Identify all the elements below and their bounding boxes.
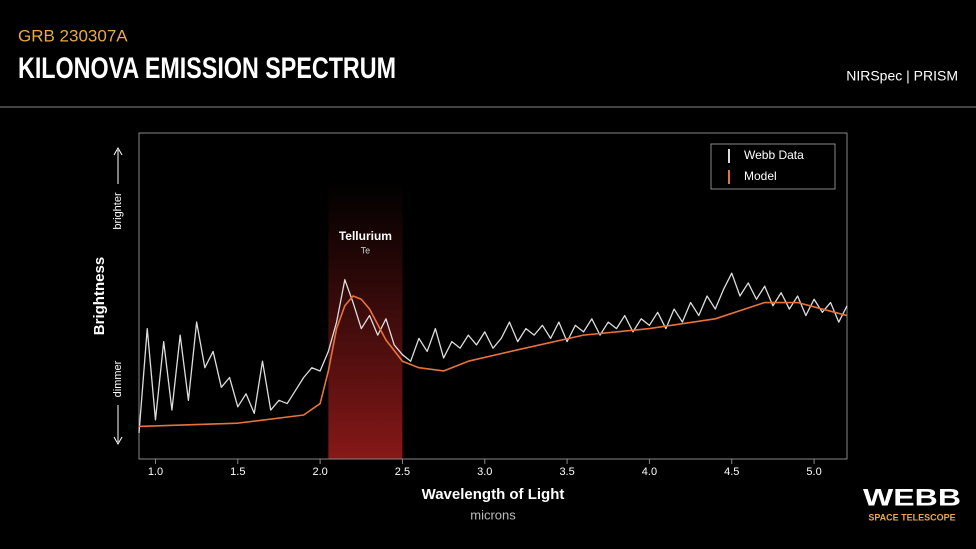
highlight-label: Tellurium xyxy=(339,229,392,243)
y-axis-label: Brightness xyxy=(91,257,108,335)
legend-box xyxy=(710,143,836,190)
arrow-down xyxy=(113,405,123,446)
legend-label: Webb Data xyxy=(744,148,804,162)
logo-subtitle: SPACE TELESCOPE xyxy=(868,512,955,522)
plot-frame xyxy=(138,132,848,460)
x-tick-label: 4.0 xyxy=(642,466,657,478)
chart-title: KILONOVA EMISSION SPECTRUM xyxy=(18,52,396,85)
x-tick-label: 5.0 xyxy=(806,466,821,478)
x-tick-label: 2.5 xyxy=(395,466,410,478)
highlight-sublabel: Te xyxy=(361,245,371,255)
legend-label: Model xyxy=(744,169,777,183)
x-tick-label: 3.5 xyxy=(559,466,574,478)
x-unit: microns xyxy=(470,507,516,522)
x-tick-label: 2.0 xyxy=(312,466,327,478)
arrow-up xyxy=(113,146,123,184)
logo: WEBB xyxy=(863,484,961,511)
instrument: NIRSpec | PRISM xyxy=(846,68,958,84)
series-line xyxy=(138,272,848,433)
kicker: GRB 230307A xyxy=(18,26,128,45)
x-tick-label: 1.5 xyxy=(230,466,245,478)
y-high-label: brighter xyxy=(112,192,124,230)
x-tick-label: 1.0 xyxy=(148,466,163,478)
x-axis-label: Wavelength of Light xyxy=(422,486,565,503)
x-tick-label: 3.0 xyxy=(477,466,492,478)
x-tick-label: 4.5 xyxy=(724,466,739,478)
series-line xyxy=(138,295,848,428)
y-low-label: dimmer xyxy=(112,360,124,397)
